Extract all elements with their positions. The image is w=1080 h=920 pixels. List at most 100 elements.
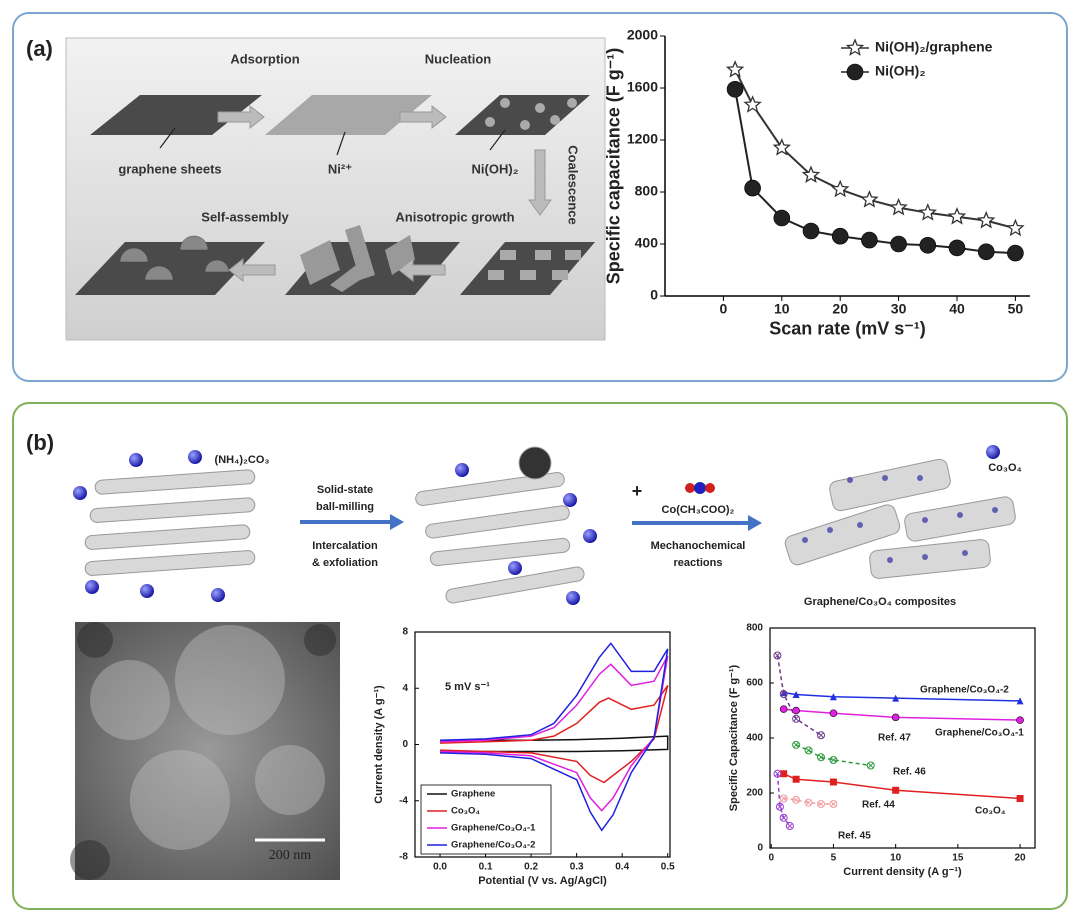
x-tick-label: 0.3 xyxy=(570,862,584,873)
data-point xyxy=(829,756,838,764)
marker-cross xyxy=(780,691,787,697)
step-label: Nucleation xyxy=(425,51,492,66)
series-label: Graphene/Co₃O₄-1 xyxy=(935,728,1024,739)
marker-ring xyxy=(779,794,788,803)
data-point xyxy=(1016,795,1024,802)
data-point xyxy=(779,690,788,698)
legend-marker xyxy=(846,63,864,81)
legend-label: Ni(OH)₂ xyxy=(875,63,926,79)
data-point xyxy=(772,138,792,156)
step-label: ball-milling xyxy=(316,501,374,513)
y-tick-label: 200 xyxy=(746,788,763,799)
data-point xyxy=(726,81,744,98)
annotation: 5 mV s⁻¹ xyxy=(445,681,490,693)
data-point xyxy=(976,210,996,229)
x-tick-label: 30 xyxy=(891,301,907,317)
step-label: Coalescence xyxy=(566,145,581,225)
x-tick-label: 50 xyxy=(1008,301,1024,317)
legend-label: Graphene/Co₃O₄-1 xyxy=(451,823,536,834)
legend-marker xyxy=(845,38,865,56)
series-label: Ref. 44 xyxy=(862,800,895,811)
composite-label: Graphene/Co₃O₄ composites xyxy=(804,596,956,608)
y-tick-label: 8 xyxy=(402,627,408,638)
y-axis-label: Specific Capacitance (F g⁻¹) xyxy=(728,664,740,811)
data-point xyxy=(918,203,938,221)
marker-ring xyxy=(779,690,788,698)
y-tick-label: 1600 xyxy=(627,79,658,95)
marker-ring xyxy=(792,795,801,804)
y-tick-label: 1200 xyxy=(627,131,658,147)
data-point xyxy=(792,775,800,783)
data-point xyxy=(829,778,837,786)
series-label: Graphene/Co₃O₄-2 xyxy=(920,685,1009,696)
marker-cross xyxy=(787,823,793,829)
x-axis-label: Current density (A g⁻¹) xyxy=(843,866,962,878)
step-label: Solid-state xyxy=(317,484,373,496)
marker-ring xyxy=(779,813,788,822)
series-line xyxy=(783,797,834,805)
marker-cross xyxy=(793,715,799,722)
x-tick-label: 40 xyxy=(949,301,965,317)
panel-b-frame xyxy=(12,402,1068,910)
x-tick-label: 15 xyxy=(952,853,964,864)
legend-label: Ni(OH)₂/graphene xyxy=(875,39,993,55)
y-tick-label: 400 xyxy=(635,235,659,251)
marker-cross xyxy=(818,801,824,807)
series-line xyxy=(439,684,669,784)
data-point xyxy=(1016,697,1024,705)
data-point xyxy=(744,179,761,197)
marker-cross xyxy=(780,795,787,802)
marker-cross xyxy=(774,770,781,777)
marker-cross xyxy=(830,757,837,763)
data-point xyxy=(775,802,784,811)
x-tick-label: 0 xyxy=(720,301,728,317)
y-tick-label: 600 xyxy=(746,678,763,689)
legend-label: Co₃O₄ xyxy=(451,806,480,817)
data-point xyxy=(947,206,967,225)
x-tick-label: 0 xyxy=(768,853,774,864)
marker-cross xyxy=(818,754,824,761)
data-point xyxy=(792,740,801,749)
x-tick-label: 10 xyxy=(890,853,902,864)
data-point xyxy=(792,691,800,699)
y-tick-label: 2000 xyxy=(627,27,658,43)
y-tick-label: 0 xyxy=(402,739,408,750)
x-tick-label: 10 xyxy=(774,301,790,317)
series-line xyxy=(439,642,669,832)
item-label: Ni(OH)₂ xyxy=(472,161,519,176)
data-point xyxy=(1016,716,1024,724)
series-line xyxy=(776,773,791,827)
legend-label: Graphene/Co₃O₄-2 xyxy=(451,840,535,851)
step-label: Anisotropic growth xyxy=(395,209,514,224)
series-label: Ref. 47 xyxy=(878,733,911,744)
y-tick-label: 400 xyxy=(746,733,763,744)
x-tick-label: 0.1 xyxy=(479,862,493,873)
marker-ring xyxy=(773,651,782,660)
data-point xyxy=(725,60,745,78)
y-axis-label: Current density (A g⁻¹) xyxy=(373,685,385,804)
data-point xyxy=(977,243,995,261)
x-axis-label: Potential (V vs. Ag/AgCl) xyxy=(478,875,607,887)
product-label: Co₃O₄ xyxy=(988,462,1022,474)
marker-ring xyxy=(866,761,875,770)
data-point xyxy=(892,694,900,702)
series-line xyxy=(440,735,669,753)
marker-cross xyxy=(867,762,874,769)
data-point xyxy=(785,822,794,830)
data-point xyxy=(817,800,826,808)
marker-ring xyxy=(804,798,813,807)
data-point xyxy=(801,165,821,183)
marker-ring xyxy=(775,802,784,811)
data-point xyxy=(1006,218,1025,237)
data-point xyxy=(817,731,826,740)
data-point xyxy=(892,786,900,794)
y-tick-label: 0 xyxy=(757,843,763,854)
series-line xyxy=(783,708,1021,721)
data-point xyxy=(773,769,782,778)
marker-cross xyxy=(780,814,787,821)
marker-ring xyxy=(792,740,801,749)
marker-ring xyxy=(773,769,782,778)
step-label: reactions xyxy=(674,557,723,569)
data-point xyxy=(773,209,791,227)
marker-cross xyxy=(818,732,824,739)
